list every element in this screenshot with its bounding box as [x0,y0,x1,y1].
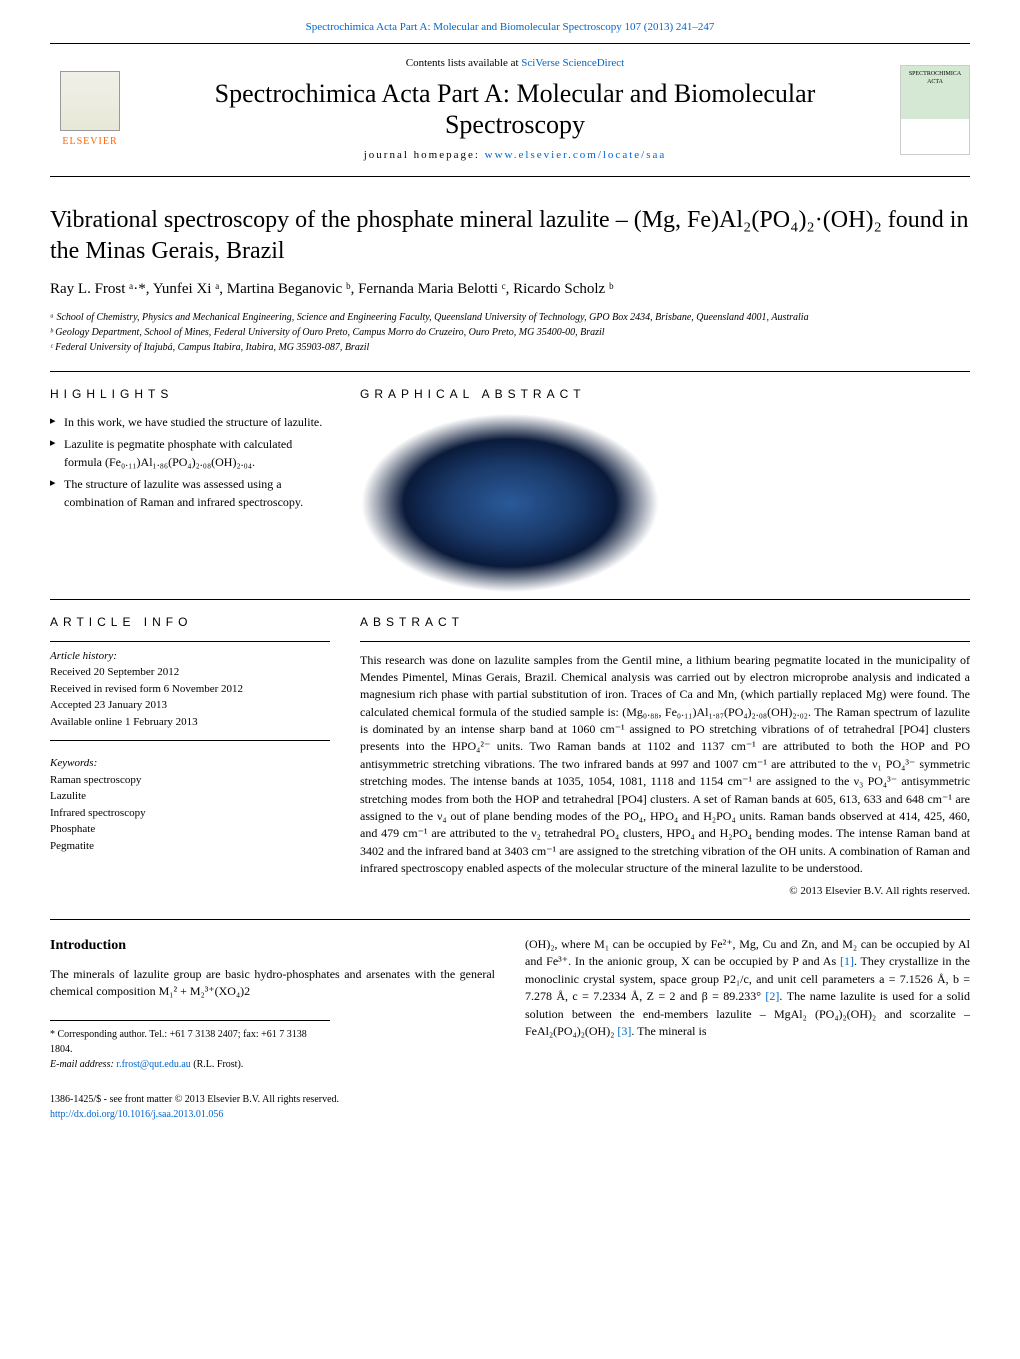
intro-text-left: The minerals of lazulite group are basic… [50,966,495,1001]
affiliation-b: ᵇ Geology Department, School of Mines, F… [50,325,970,340]
contents-prefix: Contents lists available at [406,57,521,69]
ref-link-3[interactable]: [3] [617,1024,631,1038]
corresponding-author: * Corresponding author. Tel.: +61 7 3138… [50,1027,330,1057]
journal-citation: Spectrochimica Acta Part A: Molecular an… [50,20,970,35]
contents-available: Contents lists available at SciVerse Sci… [150,56,880,71]
highlight-item: Lazulite is pegmatite phosphate with cal… [50,435,330,471]
doi-link[interactable]: http://dx.doi.org/10.1016/j.saa.2013.01.… [50,1109,223,1120]
keyword: Raman spectroscopy [50,772,330,789]
intro-left-col: Introduction The minerals of lazulite gr… [50,936,495,1122]
article-info-label: ARTICLE INFO [50,614,330,631]
keyword: Lazulite [50,788,330,805]
affiliation-a: ᵃ School of Chemistry, Physics and Mecha… [50,310,970,325]
keywords-block: Keywords: Raman spectroscopy Lazulite In… [50,755,330,854]
homepage-prefix: journal homepage: [364,149,485,161]
elsevier-label: ELSEVIER [62,135,117,149]
article-history: Article history: Received 20 September 2… [50,648,330,731]
footnote-block: * Corresponding author. Tel.: +61 7 3138… [50,1020,330,1072]
highlights-list: In this work, we have studied the struct… [50,413,330,511]
ref-link-2[interactable]: [2] [765,989,779,1003]
email-link[interactable]: r.frost@qut.edu.au [116,1059,190,1070]
email-label: E-mail address: [50,1059,116,1070]
graphical-abstract-col: GRAPHICAL ABSTRACT [360,386,970,593]
intro-row: Introduction The minerals of lazulite gr… [50,919,970,1122]
info-abstract-row: ARTICLE INFO Article history: Received 2… [50,599,970,899]
abstract-copyright: © 2013 Elsevier B.V. All rights reserved… [360,884,970,899]
header-center: Contents lists available at SciVerse Sci… [150,56,880,163]
highlights-col: HIGHLIGHTS In this work, we have studied… [50,386,330,593]
keyword: Phosphate [50,821,330,838]
paper-title: Vibrational spectroscopy of the phosphat… [50,205,970,267]
journal-homepage: journal homepage: www.elsevier.com/locat… [150,148,880,163]
keyword: Infrared spectroscopy [50,805,330,822]
highlight-item: The structure of lazulite was assessed u… [50,475,330,511]
elsevier-tree-icon [60,71,120,131]
highlights-label: HIGHLIGHTS [50,386,330,403]
highlights-row: HIGHLIGHTS In this work, we have studied… [50,371,970,593]
abstract-label: ABSTRACT [360,614,970,631]
received-date: Received 20 September 2012 [50,664,330,681]
sciencedirect-link[interactable]: SciVerse ScienceDirect [521,57,624,69]
elsevier-logo: ELSEVIER [50,65,130,155]
highlight-item: In this work, we have studied the struct… [50,413,330,431]
abstract-text: This research was done on lazulite sampl… [360,652,970,878]
authors-line: Ray L. Frost ᵃ·*, Yunfei Xi ᵃ, Martina B… [50,279,970,300]
journal-citation-link[interactable]: Spectrochimica Acta Part A: Molecular an… [306,21,715,33]
graphical-abstract-label: GRAPHICAL ABSTRACT [360,386,970,403]
front-matter-line: 1386-1425/$ - see front matter © 2013 El… [50,1092,495,1107]
journal-cover-thumb: SPECTROCHIMICA ACTA [900,65,970,155]
bottom-meta: 1386-1425/$ - see front matter © 2013 El… [50,1092,495,1122]
email-line: E-mail address: r.frost@qut.edu.au (R.L.… [50,1057,330,1072]
accepted-date: Accepted 23 January 2013 [50,697,330,714]
article-info-col: ARTICLE INFO Article history: Received 2… [50,614,330,899]
email-suffix: (R.L. Frost). [193,1059,243,1070]
affiliations-block: ᵃ School of Chemistry, Physics and Mecha… [50,310,970,355]
intro-heading: Introduction [50,936,495,956]
intro-text-right: (OH)₂, where M₁ can be occupied by Fe²⁺,… [525,936,970,1040]
keywords-label: Keywords: [50,755,330,772]
intro-right-col: (OH)₂, where M₁ can be occupied by Fe²⁺,… [525,936,970,1122]
homepage-link[interactable]: www.elsevier.com/locate/saa [485,149,667,161]
graphical-abstract-image [360,413,660,593]
online-date: Available online 1 February 2013 [50,714,330,731]
abstract-col: ABSTRACT This research was done on lazul… [360,614,970,899]
ref-link-1[interactable]: [1] [840,954,854,968]
journal-header: ELSEVIER Contents lists available at Sci… [50,43,970,176]
keyword: Pegmatite [50,838,330,855]
revised-date: Received in revised form 6 November 2012 [50,681,330,698]
affiliation-c: ᶜ Federal University of Itajubá, Campus … [50,340,970,355]
journal-title: Spectrochimica Acta Part A: Molecular an… [150,78,880,140]
history-label: Article history: [50,648,330,665]
